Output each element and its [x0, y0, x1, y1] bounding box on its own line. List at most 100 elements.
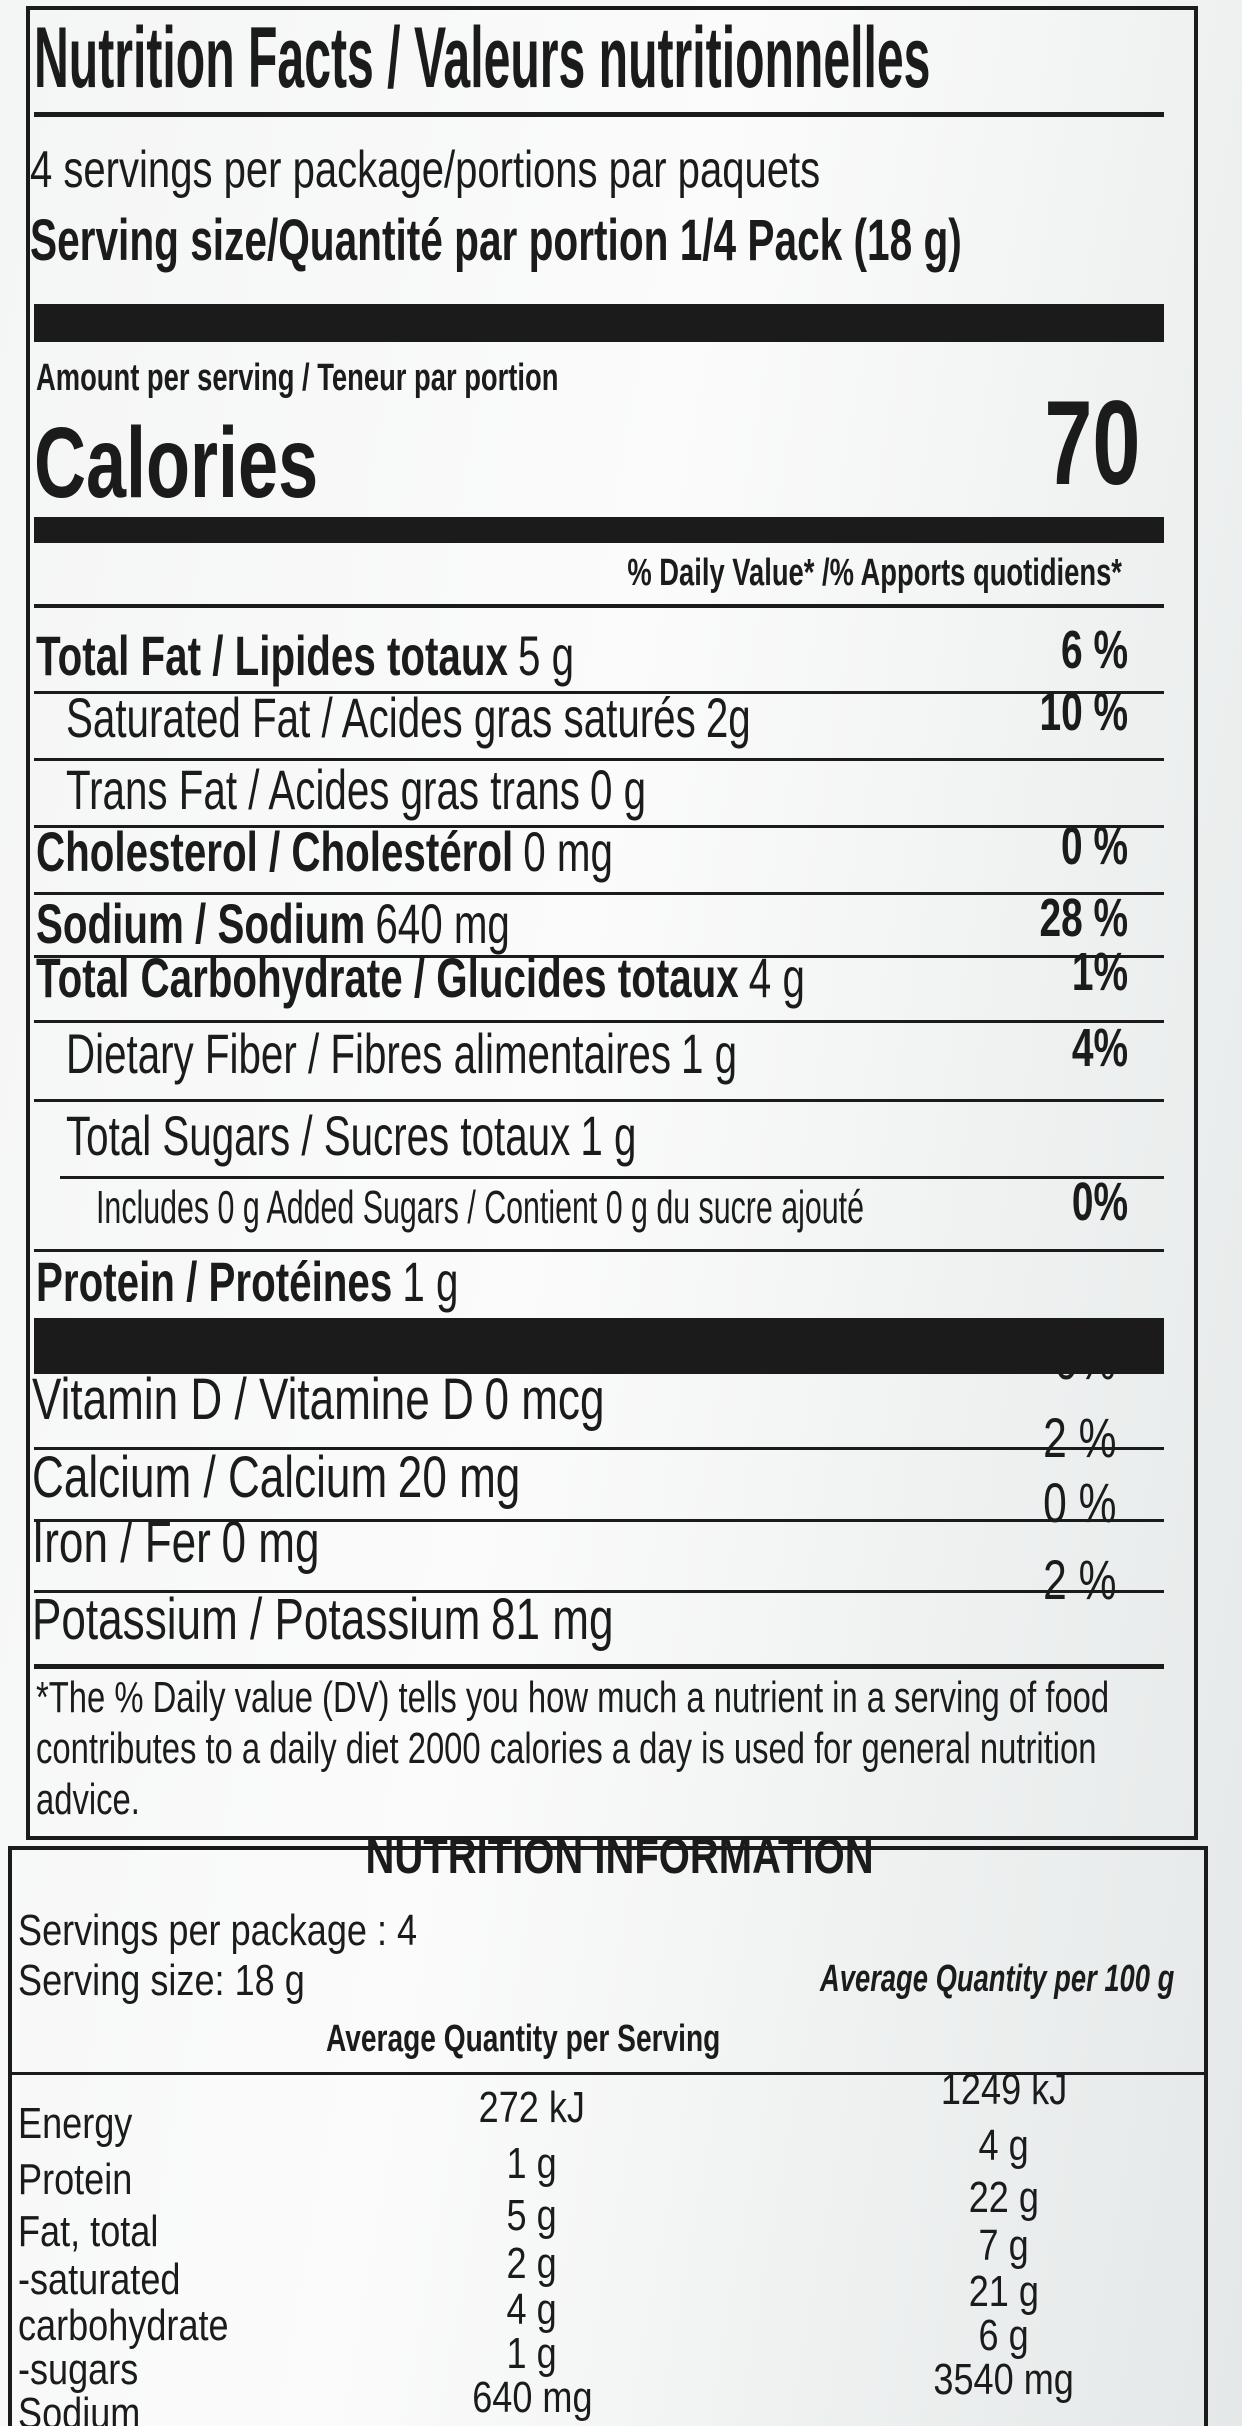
nutrient-name: Total Carbohydrate / Glucides totaux: [36, 946, 739, 1010]
daily-value-line: 0 %: [1020, 1469, 1116, 1536]
per-100g-line: 22 g: [704, 2172, 1242, 2225]
vitamin-row: Iron / Fer 0 mg: [32, 1509, 410, 1577]
nutrient-amount: 5 g: [517, 624, 575, 688]
info-nutrient-line: Protein: [18, 2154, 157, 2207]
nutrient-name: Sodium / Sodium: [36, 892, 366, 956]
nutrient-row: Total Fat / Lipides totaux 5 g: [36, 622, 783, 689]
thick-bar: [34, 304, 1164, 342]
per-serving-line: 272 kJ: [232, 2082, 832, 2135]
nutrient-row: Protein / Protéines 1 g: [36, 1248, 623, 1315]
per-serving-line: 640 mg: [232, 2372, 832, 2425]
rule: [34, 691, 1164, 694]
rule: [34, 1447, 1164, 1450]
nutrient-row: Includes 0 g Added Sugars / Contient 0 g…: [96, 1180, 1242, 1235]
rule: [34, 604, 1164, 608]
per-serving: 1 g: [506, 2328, 558, 2378]
nutrient-text: Total Sugars / Sucres totaux 1 g: [66, 1102, 636, 1169]
nutrient-amount: 4 g: [748, 946, 805, 1010]
vitamin-name: Iron / Fer: [32, 1510, 211, 1575]
daily-value-line: 0%: [1050, 1170, 1128, 1235]
rule: [34, 1664, 1164, 1669]
nutrient-row: Total Carbohydrate / Glucides totaux 4 g: [36, 944, 1104, 1011]
column-header: Average Quantity per 100 g: [820, 1958, 1175, 2000]
rule: [8, 2072, 1208, 2075]
rule: [34, 1099, 1164, 1102]
per-serving-line: 1 g: [232, 2138, 832, 2191]
nutrient-name: Saturated Fat / Acides gras saturés: [66, 686, 696, 750]
per-serving-line: 5 g: [232, 2190, 832, 2243]
daily-value: 0 %: [1042, 1471, 1116, 1535]
daily-value-line: 1%: [1050, 940, 1128, 1005]
nutrient-text: Trans Fat / Acides gras trans 0 g: [66, 756, 646, 823]
per-serving-line: 2 g: [232, 2238, 832, 2291]
thick-bar: [34, 517, 1164, 543]
per-100g-line: 1249 kJ: [704, 2064, 1242, 2117]
daily-value-line: 10 %: [1005, 680, 1128, 745]
per-100g-line: 4 g: [704, 2120, 1242, 2173]
rule: [60, 1176, 1164, 1179]
daily-value: 0%: [1054, 1328, 1116, 1392]
daily-value: 0 %: [1060, 815, 1128, 876]
per-serving: 1 g: [506, 2138, 558, 2188]
rule: [34, 1590, 1164, 1593]
vitamin-row: Potassium / Potassium 81 mg: [32, 1586, 797, 1654]
vitamin-amount: 0 mg: [221, 1510, 320, 1575]
calories-label: Calories: [34, 407, 319, 519]
nutrient-text: Protein / Protéines 1 g: [36, 1248, 458, 1315]
label-title: Nutrition Facts / Valeurs nutritionnelle…: [34, 10, 931, 106]
nutrient-name: Total Fat / Lipides totaux: [36, 624, 508, 688]
rule: [34, 1249, 1164, 1252]
info-nutrient: -saturated: [18, 2254, 181, 2304]
per-100g-line: 3540 mg: [704, 2354, 1242, 2407]
per-100g: 4 g: [978, 2120, 1030, 2170]
daily-value: 28 %: [1039, 887, 1128, 948]
nutrient-row: Total Sugars / Sucres totaux 1 g: [66, 1102, 858, 1169]
vitamin-name: Calcium / Calcium: [32, 1445, 388, 1510]
calories-value: 70: [1043, 376, 1140, 510]
daily-value: 6 %: [1060, 619, 1128, 680]
daily-value: 2 %: [1042, 1548, 1116, 1612]
nutrient-name: Total Sugars / Sucres totaux: [66, 1104, 571, 1168]
info-nutrient: Protein: [18, 2154, 133, 2204]
vitamin-amount: 20 mg: [397, 1445, 521, 1510]
nutrient-row: Cholesterol / Cholestérol 0 mg: [36, 818, 837, 885]
daily-value-line: 28 %: [1005, 886, 1128, 951]
rule: [34, 825, 1164, 828]
nutrient-row: Sodium / Sodium 640 mg: [36, 890, 694, 957]
per-serving: 2 g: [506, 2238, 558, 2288]
info-nutrient-line: Fat, total: [18, 2206, 189, 2259]
nutrient-text: Total Fat / Lipides totaux 5 g: [36, 622, 574, 689]
info-title: NUTRITION INFORMATION: [365, 1828, 875, 1884]
info-nutrient-line: -sugars: [18, 2344, 165, 2397]
nutrient-amount: 0 mg: [523, 820, 613, 884]
nutrient-amount: 0 g: [589, 758, 647, 822]
nutrient-amount: 640 mg: [375, 892, 510, 956]
rule: [34, 892, 1164, 895]
per-100g: 21 g: [968, 2266, 1040, 2316]
info-nutrient: Sodium: [18, 2388, 141, 2426]
per-100g: 1249 kJ: [940, 2064, 1068, 2114]
daily-value: 2 %: [1042, 1406, 1116, 1470]
info-frame: [8, 1846, 1208, 2426]
per-100g-line: 21 g: [704, 2266, 1242, 2319]
daily-value-line: 0 %: [1035, 814, 1128, 879]
daily-value-line: 6 %: [1035, 618, 1128, 683]
vitamin-name: Potassium / Potassium: [32, 1587, 481, 1652]
label-frame: [26, 6, 1198, 1840]
daily-value-line: 2 %: [1020, 1546, 1116, 1613]
info-nutrient-line: -saturated: [18, 2254, 216, 2307]
dv-header: % Daily Value* /% Apports quotidiens*: [627, 552, 1122, 594]
vitamin-text: Iron / Fer 0 mg: [32, 1509, 319, 1577]
column-header: Average Quantity per Serving: [326, 2018, 721, 2060]
nutrient-amount: 1 g: [580, 1104, 637, 1168]
daily-value: 10 %: [1039, 681, 1128, 742]
daily-value: 4%: [1071, 1017, 1128, 1078]
nutrient-text: Sodium / Sodium 640 mg: [36, 890, 510, 957]
per-serving-line: 1 g: [232, 2328, 832, 2381]
info-nutrient: Fat, total: [18, 2206, 159, 2256]
vitamin-text: Calcium / Calcium 20 mg: [32, 1444, 520, 1512]
nutrient-row: Trans Fat / Acides gras trans 0 g: [66, 756, 872, 823]
